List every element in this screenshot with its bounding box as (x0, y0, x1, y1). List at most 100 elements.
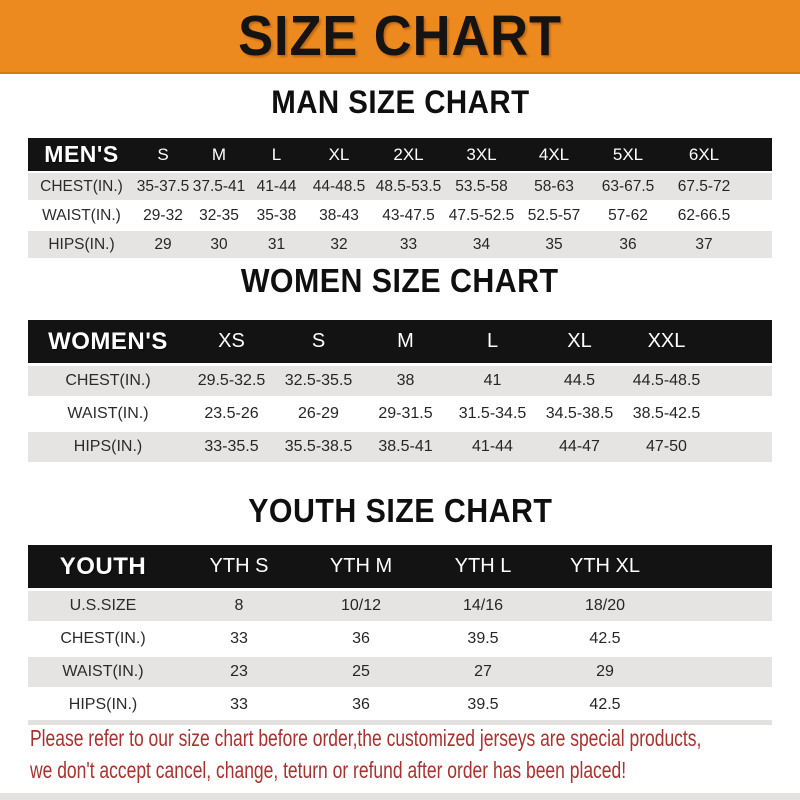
size-value: 23 (178, 654, 300, 690)
size-value: 37.5-41 (191, 171, 247, 202)
table-row: WAIST(IN.) 23 25 27 29 (28, 654, 772, 690)
size-value: 44.5 (536, 363, 623, 399)
size-value-spacer (666, 588, 772, 624)
size-value: 43-47.5 (372, 201, 445, 230)
size-value: 37 (666, 229, 742, 260)
man-section-heading-text: MAN SIZE CHART (270, 84, 530, 120)
size-value: 29-31.5 (362, 397, 449, 431)
table-row: HIPS(IN.) 33-35.5 35.5-38.5 38.5-41 41-4… (28, 429, 772, 465)
column-header: XS (188, 320, 275, 365)
size-value: 52.5-57 (518, 201, 590, 230)
row-label: HIPS(IN.) (28, 429, 188, 465)
table-row: U.S.SIZE 8 10/12 14/16 18/20 (28, 588, 772, 624)
size-value: 32.5-35.5 (275, 363, 362, 399)
banner-title: SIZE CHART (238, 4, 562, 68)
size-value: 33 (178, 622, 300, 656)
size-value: 38 (362, 363, 449, 399)
column-header-spacer (666, 545, 772, 590)
size-value-spacer (742, 201, 772, 230)
size-value: 32-35 (191, 201, 247, 230)
column-header: 2XL (372, 138, 445, 172)
size-value: 39.5 (422, 622, 544, 656)
men-size-table: MEN'S S M L XL 2XL 3XL 4XL 5XL 6XL CHEST… (28, 138, 772, 260)
size-value: 48.5-53.5 (372, 171, 445, 202)
table-row: CHEST(IN.) 29.5-32.5 32.5-35.5 38 41 44.… (28, 363, 772, 399)
size-value: 47-50 (623, 429, 710, 465)
size-value-spacer (742, 229, 772, 260)
size-value: 29 (544, 654, 666, 690)
bottom-divider (0, 793, 800, 800)
size-value: 8 (178, 588, 300, 624)
size-value: 31 (247, 229, 306, 260)
women-section-heading: WOMEN SIZE CHART (0, 262, 800, 300)
men-header-row: MEN'S S M L XL 2XL 3XL 4XL 5XL 6XL (28, 138, 772, 172)
table-row: WAIST(IN.) 23.5-26 26-29 29-31.5 31.5-34… (28, 397, 772, 431)
size-value: 23.5-26 (188, 397, 275, 431)
row-label: WAIST(IN.) (28, 201, 135, 230)
man-section-heading: MAN SIZE CHART (0, 84, 800, 121)
size-value: 44.5-48.5 (623, 363, 710, 399)
size-value: 38.5-41 (362, 429, 449, 465)
column-header: L (449, 320, 536, 365)
size-value: 35 (518, 229, 590, 260)
table-row: WAIST(IN.) 29-32 32-35 35-38 38-43 43-47… (28, 201, 772, 230)
size-value: 35-38 (247, 201, 306, 230)
size-value-spacer (710, 397, 772, 431)
size-value: 33 (178, 688, 300, 723)
row-label: HIPS(IN.) (28, 688, 178, 723)
youth-header-label: YOUTH (28, 545, 178, 590)
size-value: 27 (422, 654, 544, 690)
table-row: HIPS(IN.) 33 36 39.5 42.5 (28, 688, 772, 723)
size-value: 41 (449, 363, 536, 399)
size-value-spacer (710, 429, 772, 465)
column-header: M (362, 320, 449, 365)
size-value: 53.5-58 (445, 171, 518, 202)
size-value: 26-29 (275, 397, 362, 431)
size-value-spacer (666, 688, 772, 723)
size-value: 62-66.5 (666, 201, 742, 230)
youth-size-table: YOUTH YTH S YTH M YTH L YTH XL U.S.SIZE … (28, 545, 772, 725)
row-label: CHEST(IN.) (28, 622, 178, 656)
column-header-spacer (742, 138, 772, 172)
size-value: 63-67.5 (590, 171, 666, 202)
size-value: 44-47 (536, 429, 623, 465)
column-header: XL (306, 138, 372, 172)
size-value: 34 (445, 229, 518, 260)
row-label: U.S.SIZE (28, 588, 178, 624)
size-value: 57-62 (590, 201, 666, 230)
size-value: 44-48.5 (306, 171, 372, 202)
column-header: 4XL (518, 138, 590, 172)
size-value-spacer (710, 363, 772, 399)
size-value: 33 (372, 229, 445, 260)
size-value: 42.5 (544, 622, 666, 656)
size-value: 35-37.5 (135, 171, 191, 202)
column-header: L (247, 138, 306, 172)
size-value: 14/16 (422, 588, 544, 624)
size-value: 29.5-32.5 (188, 363, 275, 399)
size-value: 33-35.5 (188, 429, 275, 465)
column-header: M (191, 138, 247, 172)
column-header: XL (536, 320, 623, 365)
table-row: HIPS(IN.) 29 30 31 32 33 34 35 36 37 (28, 229, 772, 260)
size-value: 29 (135, 229, 191, 260)
size-value: 39.5 (422, 688, 544, 723)
table-row: CHEST(IN.) 33 36 39.5 42.5 (28, 622, 772, 656)
size-value: 58-63 (518, 171, 590, 202)
youth-section-heading-text: YOUTH SIZE CHART (247, 492, 553, 529)
column-header-spacer (710, 320, 772, 365)
row-label: WAIST(IN.) (28, 397, 188, 431)
footer-note: Please refer to our size chart before or… (30, 722, 790, 786)
size-value: 67.5-72 (666, 171, 742, 202)
column-header: YTH M (300, 545, 422, 590)
size-value: 41-44 (247, 171, 306, 202)
row-label: WAIST(IN.) (28, 654, 178, 690)
women-header-label: WOMEN'S (28, 320, 188, 365)
size-value: 32 (306, 229, 372, 260)
size-value: 10/12 (300, 588, 422, 624)
column-header: S (135, 138, 191, 172)
size-value: 18/20 (544, 588, 666, 624)
table-row: CHEST(IN.) 35-37.5 37.5-41 41-44 44-48.5… (28, 171, 772, 202)
column-header: 6XL (666, 138, 742, 172)
size-value-spacer (742, 171, 772, 202)
